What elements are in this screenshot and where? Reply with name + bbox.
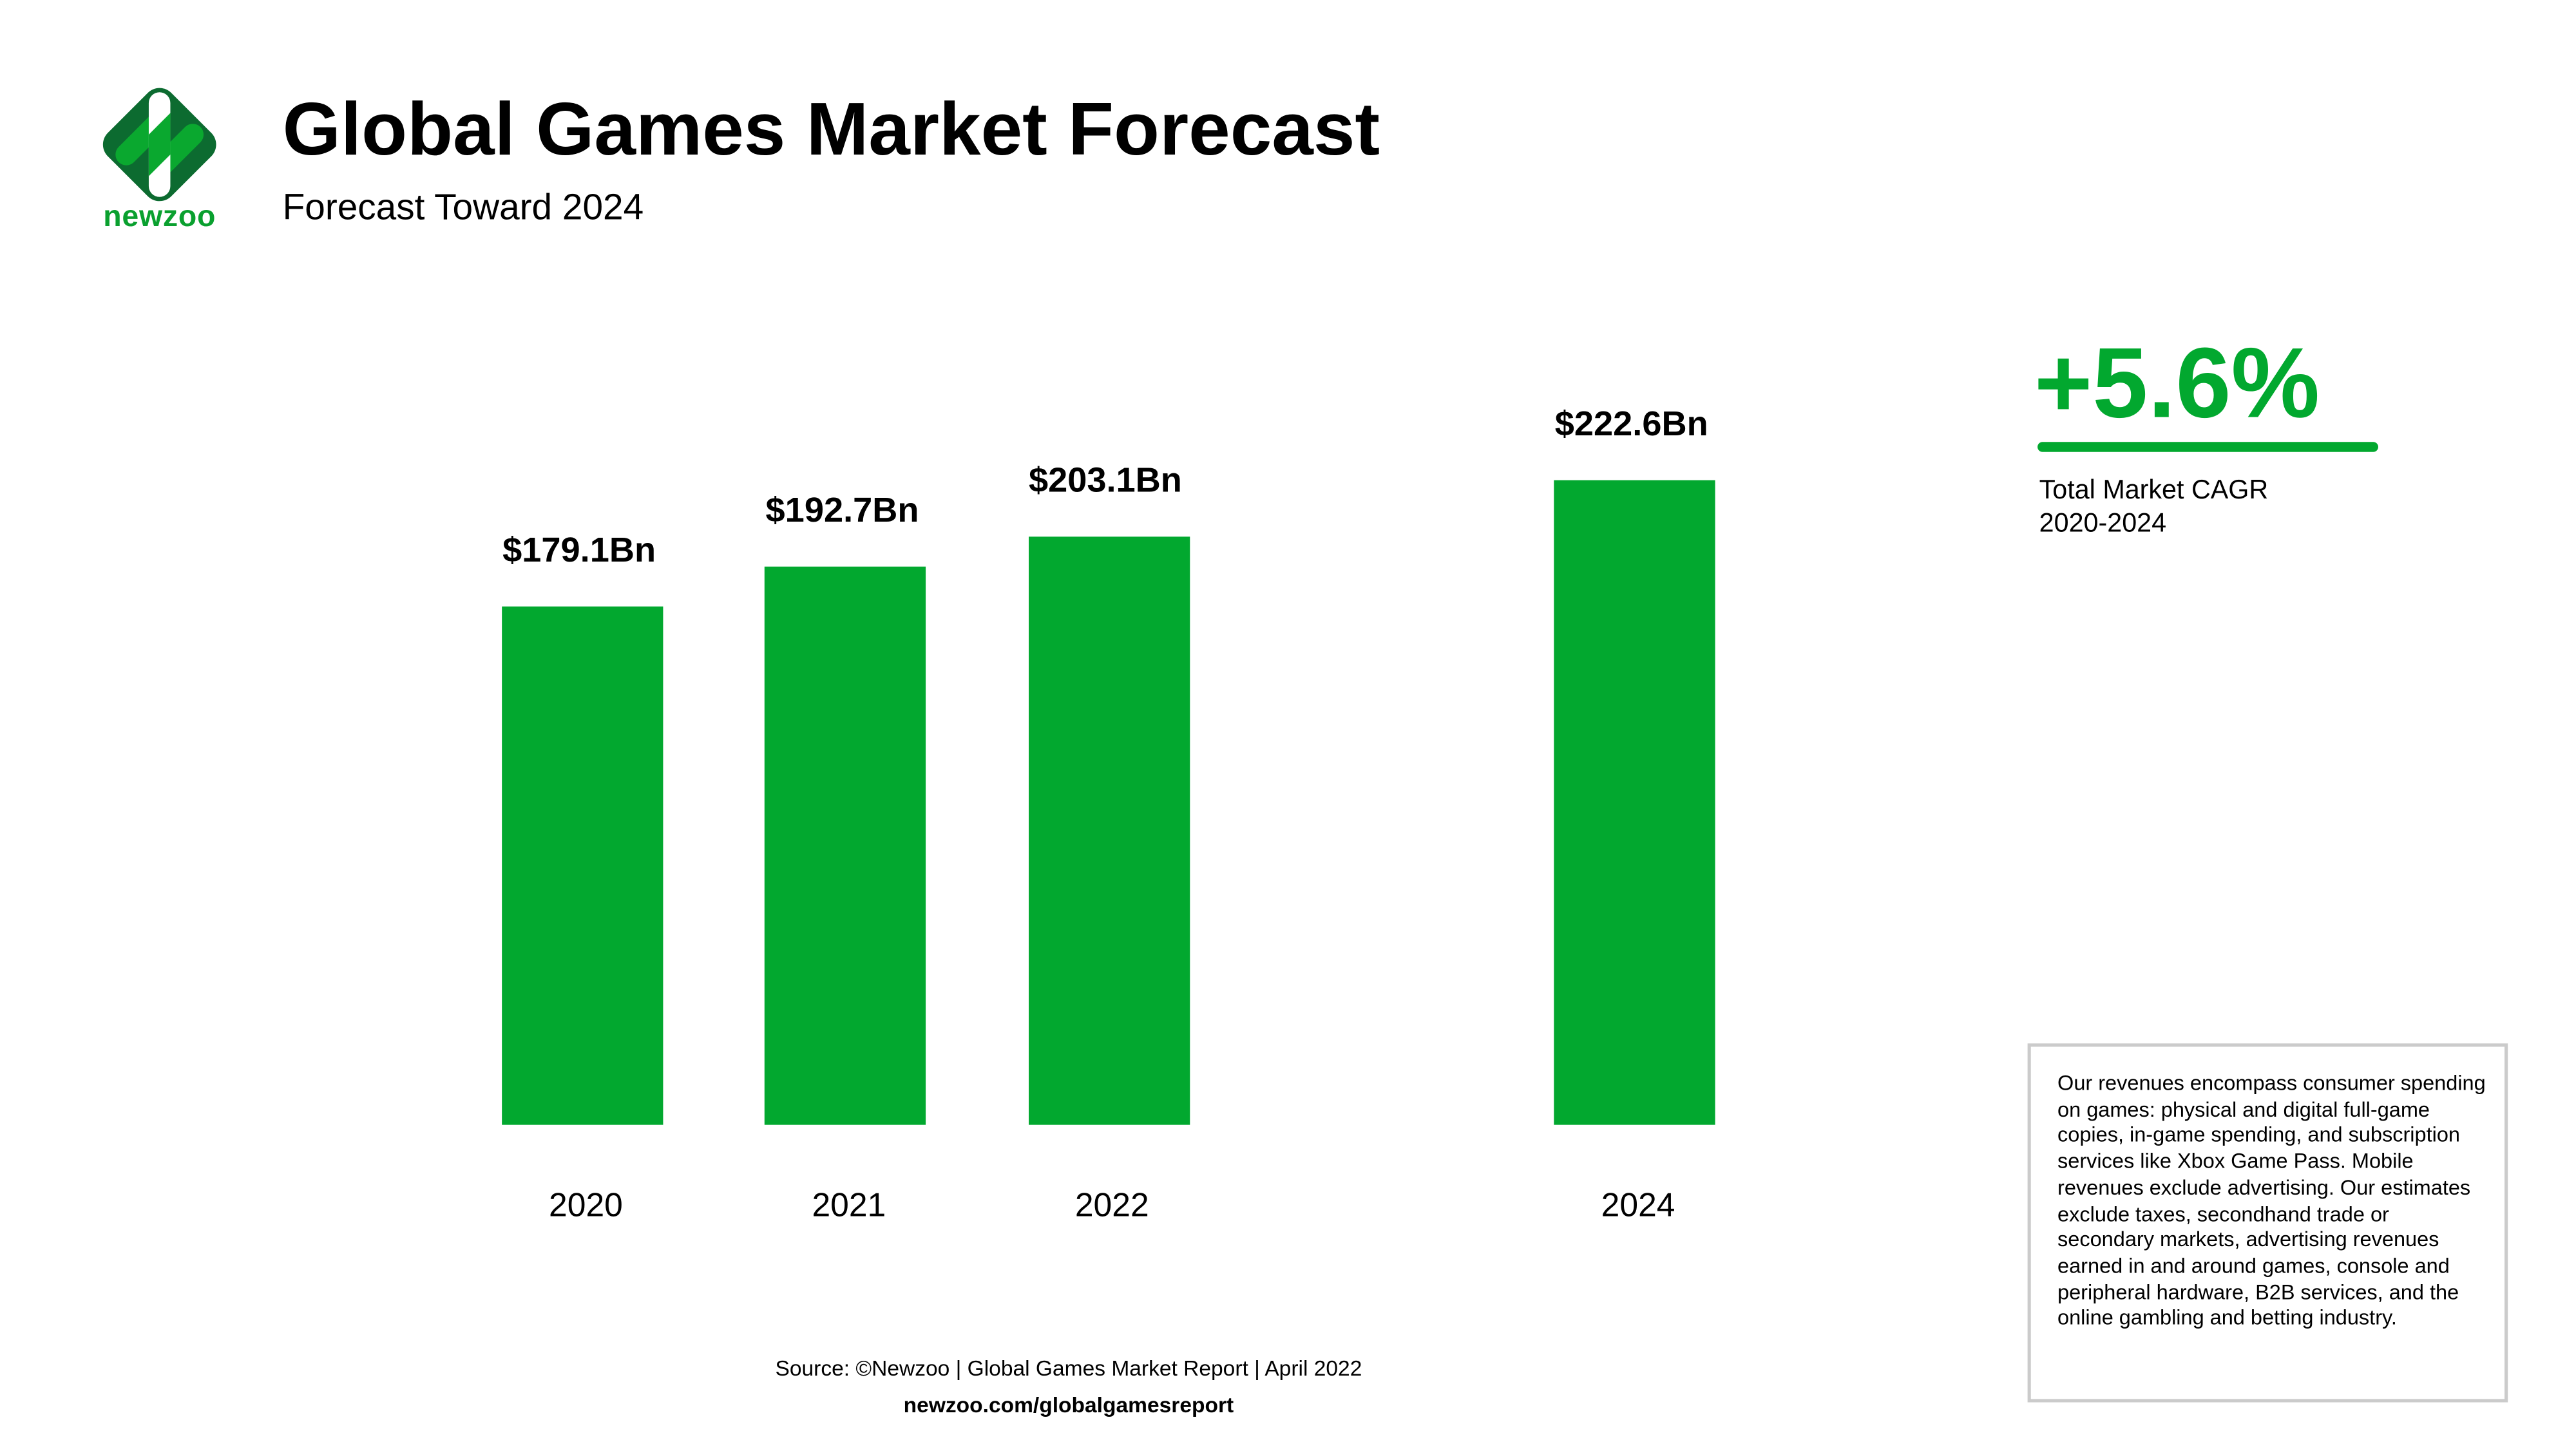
newzoo-logo-icon: [102, 88, 216, 202]
bar-2021: [765, 567, 926, 1125]
x-tick-2024: 2024: [1601, 1188, 1675, 1225]
source-text: Source: ©Newzoo | Global Games Market Re…: [775, 1356, 1362, 1381]
data-label-2022: $203.1Bn: [1028, 462, 1182, 500]
report-url[interactable]: newzoo.com/globalgamesreport: [903, 1392, 1234, 1417]
bar-2024: [1554, 480, 1716, 1125]
cagr-label: Total Market CAGR 2020-2024: [2039, 475, 2269, 542]
page-subtitle: Forecast Toward 2024: [282, 185, 644, 228]
bar-2020: [502, 606, 663, 1125]
page-title: Global Games Market Forecast: [282, 86, 1380, 171]
cagr-underline: [2037, 442, 2378, 452]
methodology-note: Our revenues encompass consumer spending…: [2027, 1043, 2508, 1403]
data-label-2024: $222.6Bn: [1554, 405, 1708, 444]
bar-2022: [1027, 536, 1190, 1125]
data-label-2020: $179.1Bn: [502, 531, 656, 570]
cagr-label-line1: Total Market CAGR: [2039, 477, 2269, 506]
x-tick-2022: 2022: [1074, 1188, 1149, 1225]
logo-wordmark: newzoo: [103, 199, 216, 233]
cagr-value: +5.6%: [2034, 327, 2320, 439]
x-tick-2021: 2021: [812, 1188, 886, 1225]
cagr-label-line2: 2020-2024: [2039, 510, 2167, 538]
data-label-2021: $192.7Bn: [765, 491, 919, 531]
x-tick-2020: 2020: [549, 1188, 623, 1225]
bar-chart: $179.1Bn 2020 $192.7Bn 2021 $203.1Bn 2022 $222…: [502, 405, 1716, 1225]
